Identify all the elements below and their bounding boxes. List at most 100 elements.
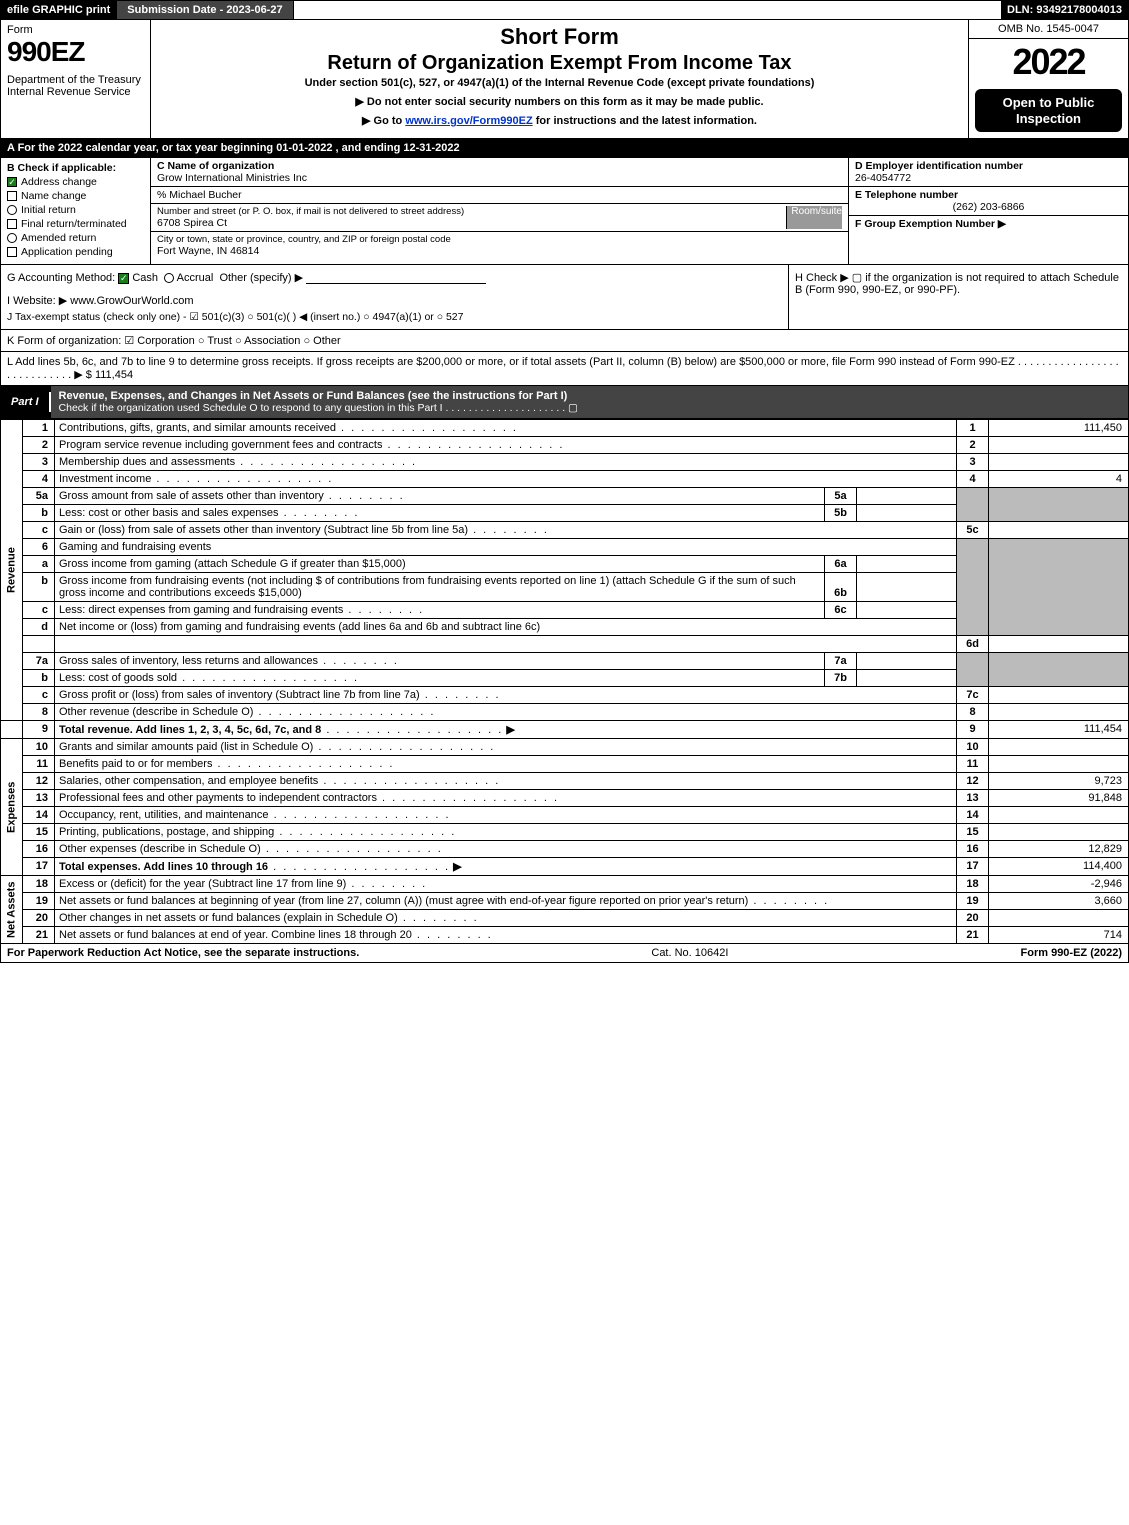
colb-item-4: Amended return [7, 232, 144, 244]
line21-amount: 714 [989, 927, 1129, 944]
row-h: H Check ▶ ▢ if the organization is not r… [788, 265, 1128, 329]
line12-box: 12 [957, 773, 989, 790]
line14-desc: Occupancy, rent, utilities, and maintena… [55, 807, 957, 824]
line2-desc: Program service revenue including govern… [55, 437, 957, 454]
line5a-num: 5a [23, 488, 55, 505]
part1-table: Revenue 1 Contributions, gifts, grants, … [0, 419, 1129, 944]
accrual-label: Accrual [177, 272, 214, 284]
line5b-inval [857, 505, 957, 522]
line3-amount [989, 454, 1129, 471]
line8-amount [989, 704, 1129, 721]
line12-amount: 9,723 [989, 773, 1129, 790]
line6c-innum: 6c [825, 602, 857, 619]
line1-amount: 111,450 [989, 420, 1129, 437]
irs-link[interactable]: www.irs.gov/Form990EZ [405, 115, 532, 127]
header-left: Form 990EZ Department of the Treasury In… [1, 20, 151, 138]
row-l: L Add lines 5b, 6c, and 7b to line 9 to … [0, 352, 1129, 386]
line3-box: 3 [957, 454, 989, 471]
instr-ssn: ▶ Do not enter social security numbers o… [159, 95, 960, 108]
line7b-desc: Less: cost of goods sold [55, 670, 825, 687]
part1-label: Part I [1, 392, 51, 412]
footer-catno: Cat. No. 10642I [651, 947, 728, 959]
colb-check-0[interactable]: ✓ [7, 177, 17, 187]
cash-label: Cash [132, 272, 158, 284]
cash-checkbox[interactable]: ✓ [118, 273, 129, 284]
line2-box: 2 [957, 437, 989, 454]
line5b-innum: 5b [825, 505, 857, 522]
line5c-box: 5c [957, 522, 989, 539]
col-b-heading: B Check if applicable: [7, 162, 144, 174]
line20-num: 20 [23, 910, 55, 927]
colb-check-1[interactable] [7, 191, 17, 201]
open-public-inspection: Open to Public Inspection [975, 89, 1122, 132]
street-label: Number and street (or P. O. box, if mail… [157, 206, 786, 217]
line8-desc: Other revenue (describe in Schedule O) [55, 704, 957, 721]
line5a-desc: Gross amount from sale of assets other t… [55, 488, 825, 505]
line11-box: 11 [957, 756, 989, 773]
instr-goto: ▶ Go to www.irs.gov/Form990EZ for instru… [159, 114, 960, 127]
colb-label-4: Amended return [21, 232, 96, 244]
line20-amount [989, 910, 1129, 927]
colb-check-4[interactable] [7, 233, 17, 243]
col-def: D Employer identification number 26-4054… [848, 158, 1128, 264]
submission-date: Submission Date - 2023-06-27 [117, 1, 293, 19]
line6c-desc: Less: direct expenses from gaming and fu… [55, 602, 825, 619]
line7b-num: b [23, 670, 55, 687]
telephone-row: E Telephone number (262) 203-6866 [849, 187, 1128, 216]
row-k: K Form of organization: ☑ Corporation ○ … [0, 330, 1129, 352]
line15-desc: Printing, publications, postage, and shi… [55, 824, 957, 841]
colb-label-2: Initial return [21, 204, 76, 216]
line18-box: 18 [957, 876, 989, 893]
colb-item-5: Application pending [7, 246, 144, 258]
form-word: Form [7, 24, 144, 36]
line5a-inval [857, 488, 957, 505]
other-specify-blank[interactable] [306, 283, 486, 284]
line6-shade [957, 539, 989, 636]
line7c-box: 7c [957, 687, 989, 704]
footer-formno: Form 990-EZ (2022) [1021, 947, 1122, 959]
part1-title-text: Revenue, Expenses, and Changes in Net As… [59, 390, 568, 402]
line7b-innum: 7b [825, 670, 857, 687]
line9-box: 9 [957, 721, 989, 739]
revenue-sidelabel: Revenue [1, 420, 23, 721]
title-return: Return of Organization Exempt From Incom… [159, 52, 960, 75]
colb-check-2[interactable] [7, 205, 17, 215]
line6-shade-amt [989, 539, 1129, 636]
line20-box: 20 [957, 910, 989, 927]
col-b-check-applicable: B Check if applicable: ✓Address changeNa… [1, 158, 151, 264]
line18-num: 18 [23, 876, 55, 893]
line18-amount: -2,946 [989, 876, 1129, 893]
accrual-radio[interactable] [164, 273, 174, 283]
line6a-num: a [23, 556, 55, 573]
line15-amount [989, 824, 1129, 841]
line6b-num: b [23, 573, 55, 602]
line6b-innum: 6b [825, 573, 857, 602]
footer: For Paperwork Reduction Act Notice, see … [0, 944, 1129, 963]
org-name-label: C Name of organization [157, 160, 842, 172]
website-value: www.GrowOurWorld.com [70, 295, 193, 307]
line5b-num: b [23, 505, 55, 522]
title-short-form: Short Form [159, 24, 960, 50]
room-suite-label: Room/suite [786, 206, 842, 229]
street-row: Number and street (or P. O. box, if mail… [151, 204, 848, 232]
colb-check-5[interactable] [7, 247, 17, 257]
line18-desc: Excess or (deficit) for the year (Subtra… [55, 876, 957, 893]
line7a-desc: Gross sales of inventory, less returns a… [55, 653, 825, 670]
ein-value: 26-4054772 [855, 172, 1122, 184]
line6b-desc: Gross income from fundraising events (no… [55, 573, 825, 602]
col-c: C Name of organization Grow Internationa… [151, 158, 848, 264]
line11-amount [989, 756, 1129, 773]
line7ab-shade [957, 653, 989, 687]
dln: DLN: 93492178004013 [1001, 1, 1128, 19]
part1-title: Revenue, Expenses, and Changes in Net As… [51, 386, 1128, 418]
ein-label: D Employer identification number [855, 160, 1122, 172]
city-row: City or town, state or province, country… [151, 232, 848, 259]
line17-box: 17 [957, 858, 989, 876]
line7ab-shade-amt [989, 653, 1129, 687]
line6d-box: 6d [957, 636, 989, 653]
line2-amount [989, 437, 1129, 454]
part1-header: Part I Revenue, Expenses, and Changes in… [0, 386, 1129, 419]
colb-check-3[interactable] [7, 219, 17, 229]
line4-num: 4 [23, 471, 55, 488]
row-gh: G Accounting Method: ✓ Cash Accrual Othe… [0, 265, 1129, 330]
